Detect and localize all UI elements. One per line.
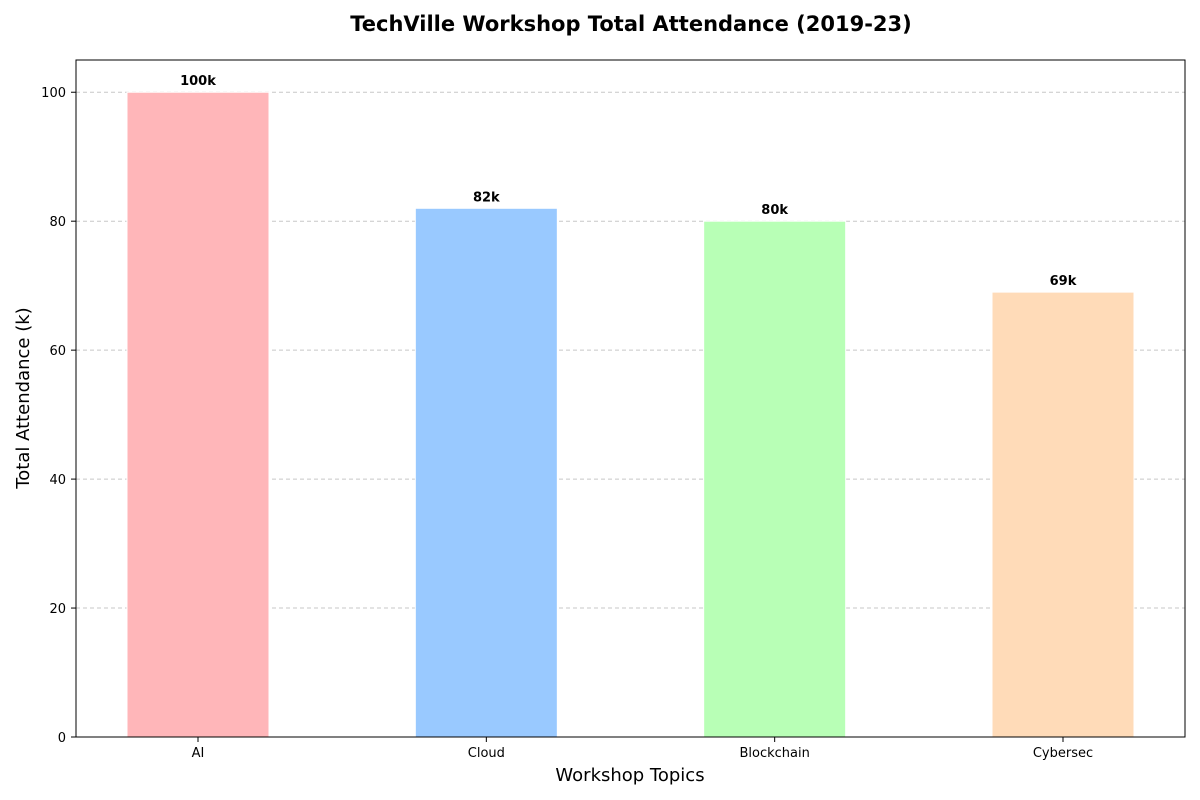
y-axis-ticks: 0 20 40 60 80 100: [41, 86, 76, 746]
x-tick-label-ai: AI: [192, 746, 205, 761]
data-label-cybersec: 69k: [1050, 274, 1077, 289]
chart-title: TechVille Workshop Total Attendance (201…: [350, 12, 912, 36]
y-tick-label-80: 80: [49, 215, 66, 230]
y-tick-label-20: 20: [49, 602, 66, 617]
bar-ai: [126, 91, 270, 738]
bar-cybersec: [991, 291, 1135, 738]
x-tick-label-cybersec: Cybersec: [1033, 746, 1093, 761]
x-tick-label-cloud: Cloud: [468, 746, 505, 761]
plot-frame: [75, 59, 1186, 738]
x-axis-label: Workshop Topics: [555, 765, 704, 786]
data-labels: 100k 82k 80k 69k: [180, 74, 1077, 289]
x-axis-ticks: AI Cloud Blockchain Cybersec: [192, 737, 1093, 761]
x-tick-label-blockchain: Blockchain: [739, 746, 809, 761]
data-label-cloud: 82k: [473, 190, 500, 205]
data-label-ai: 100k: [180, 74, 216, 89]
data-label-blockchain: 80k: [761, 203, 788, 218]
y-tick-label-60: 60: [49, 344, 66, 359]
bar-blockchain: [703, 220, 847, 738]
y-axis-label: Total Attendance (k): [13, 307, 34, 489]
y-tick-label-100: 100: [41, 86, 66, 101]
y-tick-label-0: 0: [58, 731, 66, 746]
bar-cloud: [414, 207, 558, 738]
y-tick-label-40: 40: [49, 473, 66, 488]
bars: [126, 91, 1135, 738]
